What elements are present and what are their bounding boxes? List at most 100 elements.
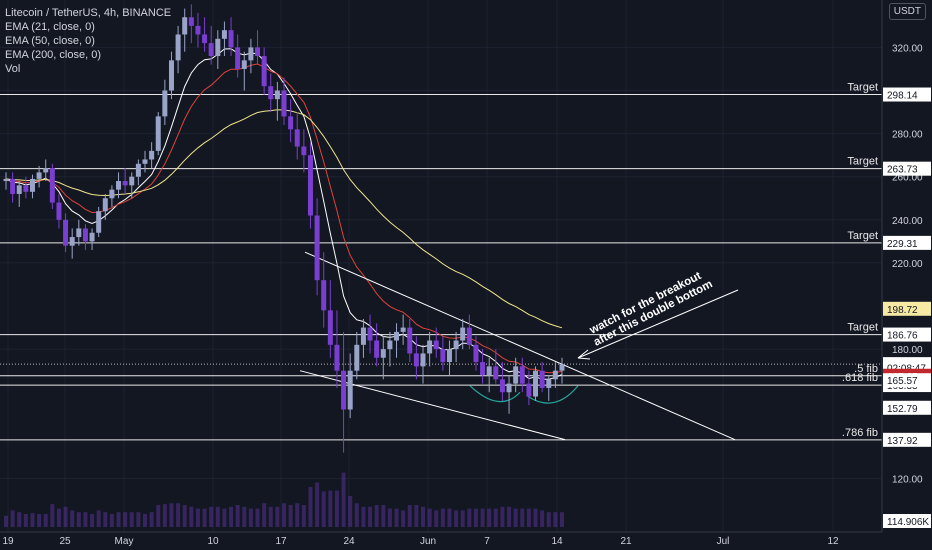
candle-body — [281, 90, 287, 117]
candle-body — [129, 176, 135, 186]
volume-bar — [295, 503, 300, 527]
level-label: .786 fib — [842, 427, 878, 439]
candle-body — [400, 327, 406, 332]
annotation: watch for the breakout after this double… — [577, 270, 739, 360]
candle-body — [215, 38, 221, 57]
candle-body — [69, 237, 75, 246]
volume-bar — [23, 514, 28, 527]
volume-bar — [4, 515, 8, 527]
volume-bar — [507, 506, 512, 527]
price-tick: 220.00 — [892, 259, 923, 270]
volume-bar — [50, 504, 55, 527]
candle-body — [202, 34, 208, 44]
volume-bar — [454, 510, 459, 527]
price-tag-text: 263.73 — [887, 165, 918, 176]
candle-body — [221, 30, 227, 39]
candle-body — [539, 370, 545, 388]
volume-bar — [427, 508, 432, 527]
volume-bar — [480, 508, 485, 527]
candle-body — [288, 116, 294, 130]
candle-body — [546, 379, 552, 388]
legend-ema50: EMA (50, close, 0) — [5, 35, 95, 47]
candle-body — [294, 129, 300, 147]
volume-bar — [334, 490, 339, 527]
price-tag — [883, 161, 931, 176]
candle-body — [407, 327, 413, 354]
candle-body — [473, 344, 479, 363]
volume-bar — [229, 506, 234, 527]
volume-bar — [394, 508, 399, 527]
time-tick: 14 — [551, 536, 563, 547]
candle-body — [43, 168, 49, 173]
time-tick: 19 — [2, 536, 14, 547]
lower-trendline — [299, 370, 566, 441]
volume-bar — [215, 506, 220, 527]
grid — [0, 0, 882, 532]
candle-body — [49, 168, 55, 203]
price-tag-text: 114.906K — [887, 517, 929, 528]
volume-bar — [387, 508, 392, 527]
price-axis-bg — [882, 0, 932, 550]
volume-bar — [308, 487, 313, 527]
candle-body — [427, 340, 433, 354]
volume-bar — [248, 508, 253, 527]
volume-bar — [182, 505, 187, 527]
volume-bar — [169, 503, 174, 527]
price-axis: 320.00300.00280.00260.00240.00220.00180.… — [881, 0, 932, 550]
volume-bar — [96, 510, 101, 527]
candle-body — [413, 353, 419, 367]
candle-body — [486, 366, 492, 375]
candle-body — [354, 344, 360, 371]
wedge-trendlines — [299, 251, 736, 441]
volume-bar — [467, 508, 472, 527]
volume-bar — [17, 512, 22, 527]
upper-trendline — [304, 251, 736, 441]
candle-body — [23, 185, 29, 192]
price-tick: 180.00 — [892, 345, 923, 356]
volume-bar — [195, 508, 200, 527]
volume-bar — [123, 512, 128, 527]
volume-bar — [434, 510, 439, 527]
candle-body — [480, 362, 486, 375]
candle-body — [56, 202, 62, 220]
candle-body — [102, 198, 108, 212]
candle-body — [149, 150, 155, 160]
candle-body — [135, 163, 141, 177]
candle-body — [341, 370, 347, 410]
price-tag — [883, 327, 931, 342]
candle-body — [248, 47, 254, 61]
price-tag — [883, 373, 931, 388]
candle-body — [552, 370, 558, 380]
volume-bar — [136, 512, 141, 527]
time-tick: 7 — [484, 536, 490, 547]
candle-body — [347, 370, 353, 410]
volume-bar — [560, 512, 564, 527]
candle-body — [29, 178, 35, 192]
candle-body — [440, 349, 446, 363]
candle-body — [89, 232, 95, 242]
price-tick: 120.00 — [892, 474, 923, 485]
volume-bar — [348, 496, 353, 527]
volume-bar — [460, 510, 465, 527]
candle-body — [155, 116, 161, 151]
volume-bar — [401, 510, 406, 527]
price-tag — [883, 400, 931, 415]
volume-bar — [315, 482, 320, 527]
currency-badge[interactable]: USDT — [888, 3, 926, 20]
time-axis-bg — [0, 532, 932, 550]
volume-bar — [354, 503, 359, 527]
candle-body — [526, 383, 532, 397]
candle-body — [533, 370, 539, 397]
volume-bar — [368, 506, 373, 527]
volume-bar — [414, 505, 419, 527]
candle-body — [122, 181, 128, 186]
price-tag-text: 186.76 — [887, 331, 918, 342]
price-tag-text: 165.57 — [887, 376, 918, 387]
volume-bar — [493, 508, 498, 527]
candle-body — [3, 178, 9, 182]
candle-body — [109, 189, 115, 199]
candle-body — [36, 172, 42, 179]
price-tag — [883, 235, 931, 250]
candle-body — [360, 327, 366, 345]
